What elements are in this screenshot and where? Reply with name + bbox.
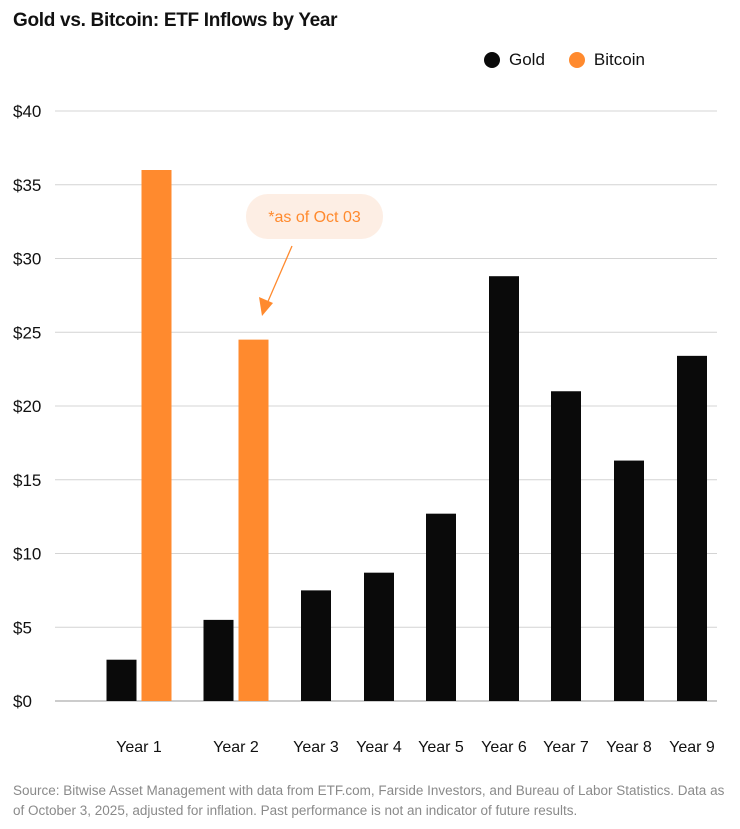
y-tick-label: $25 <box>13 323 41 342</box>
legend-label-bitcoin: Bitcoin <box>593 50 645 69</box>
x-tick-label: Year 8 <box>606 739 652 756</box>
x-tick-label: Year 9 <box>669 739 715 756</box>
y-tick-label: $35 <box>13 176 41 195</box>
x-tick-label: Year 1 <box>116 739 162 756</box>
x-tick-label: Year 3 <box>293 739 339 756</box>
bar-gold <box>677 355 707 701</box>
legend-swatch-gold <box>484 52 500 68</box>
bar-gold <box>614 460 644 701</box>
x-tick-label: Year 7 <box>543 739 589 756</box>
y-tick-label: $30 <box>13 250 41 269</box>
bar-bitcoin <box>141 170 172 701</box>
bar-gold <box>551 391 581 701</box>
bar-gold <box>489 276 519 701</box>
bar-gold <box>426 513 456 701</box>
legend-item-bitcoin: Bitcoin <box>568 50 645 70</box>
bar-bitcoin <box>238 339 269 701</box>
legend-swatch-bitcoin <box>568 52 585 68</box>
annotation-bubble <box>246 194 383 239</box>
y-tick-label: $40 <box>13 102 41 121</box>
x-tick-label: Year 2 <box>213 739 259 756</box>
x-tick-label: Year 4 <box>356 739 402 756</box>
y-tick-label: $20 <box>13 397 41 416</box>
annotation-arrow-line <box>265 245 293 307</box>
bar-gold <box>301 590 331 701</box>
legend-label-gold: Gold <box>509 50 545 69</box>
bar-chart: $0 $5 $10 $15 $20 $25 $30 $35 $40 Year 1 Year 2 Yea… <box>13 102 717 756</box>
y-tick-label: $15 <box>13 471 41 490</box>
bar-gold <box>106 659 137 701</box>
annotation-arrowhead-icon <box>259 297 273 316</box>
x-tick-label: Year 5 <box>418 739 464 756</box>
y-tick-label: $0 <box>13 692 32 711</box>
source-note: Source: Bitwise Asset Management with da… <box>13 783 725 818</box>
y-tick-label: $10 <box>13 545 41 564</box>
y-tick-label: $5 <box>13 618 32 637</box>
legend-item-gold: Gold <box>484 50 545 70</box>
annotation-text: *as of Oct 03 <box>268 209 361 226</box>
legend: Gold Bitcoin <box>484 50 669 70</box>
bar-gold <box>364 572 394 701</box>
bar-gold <box>203 619 234 701</box>
x-tick-label: Year 6 <box>481 739 527 756</box>
chart-title: Gold vs. Bitcoin: ETF Inflows by Year <box>13 10 338 31</box>
